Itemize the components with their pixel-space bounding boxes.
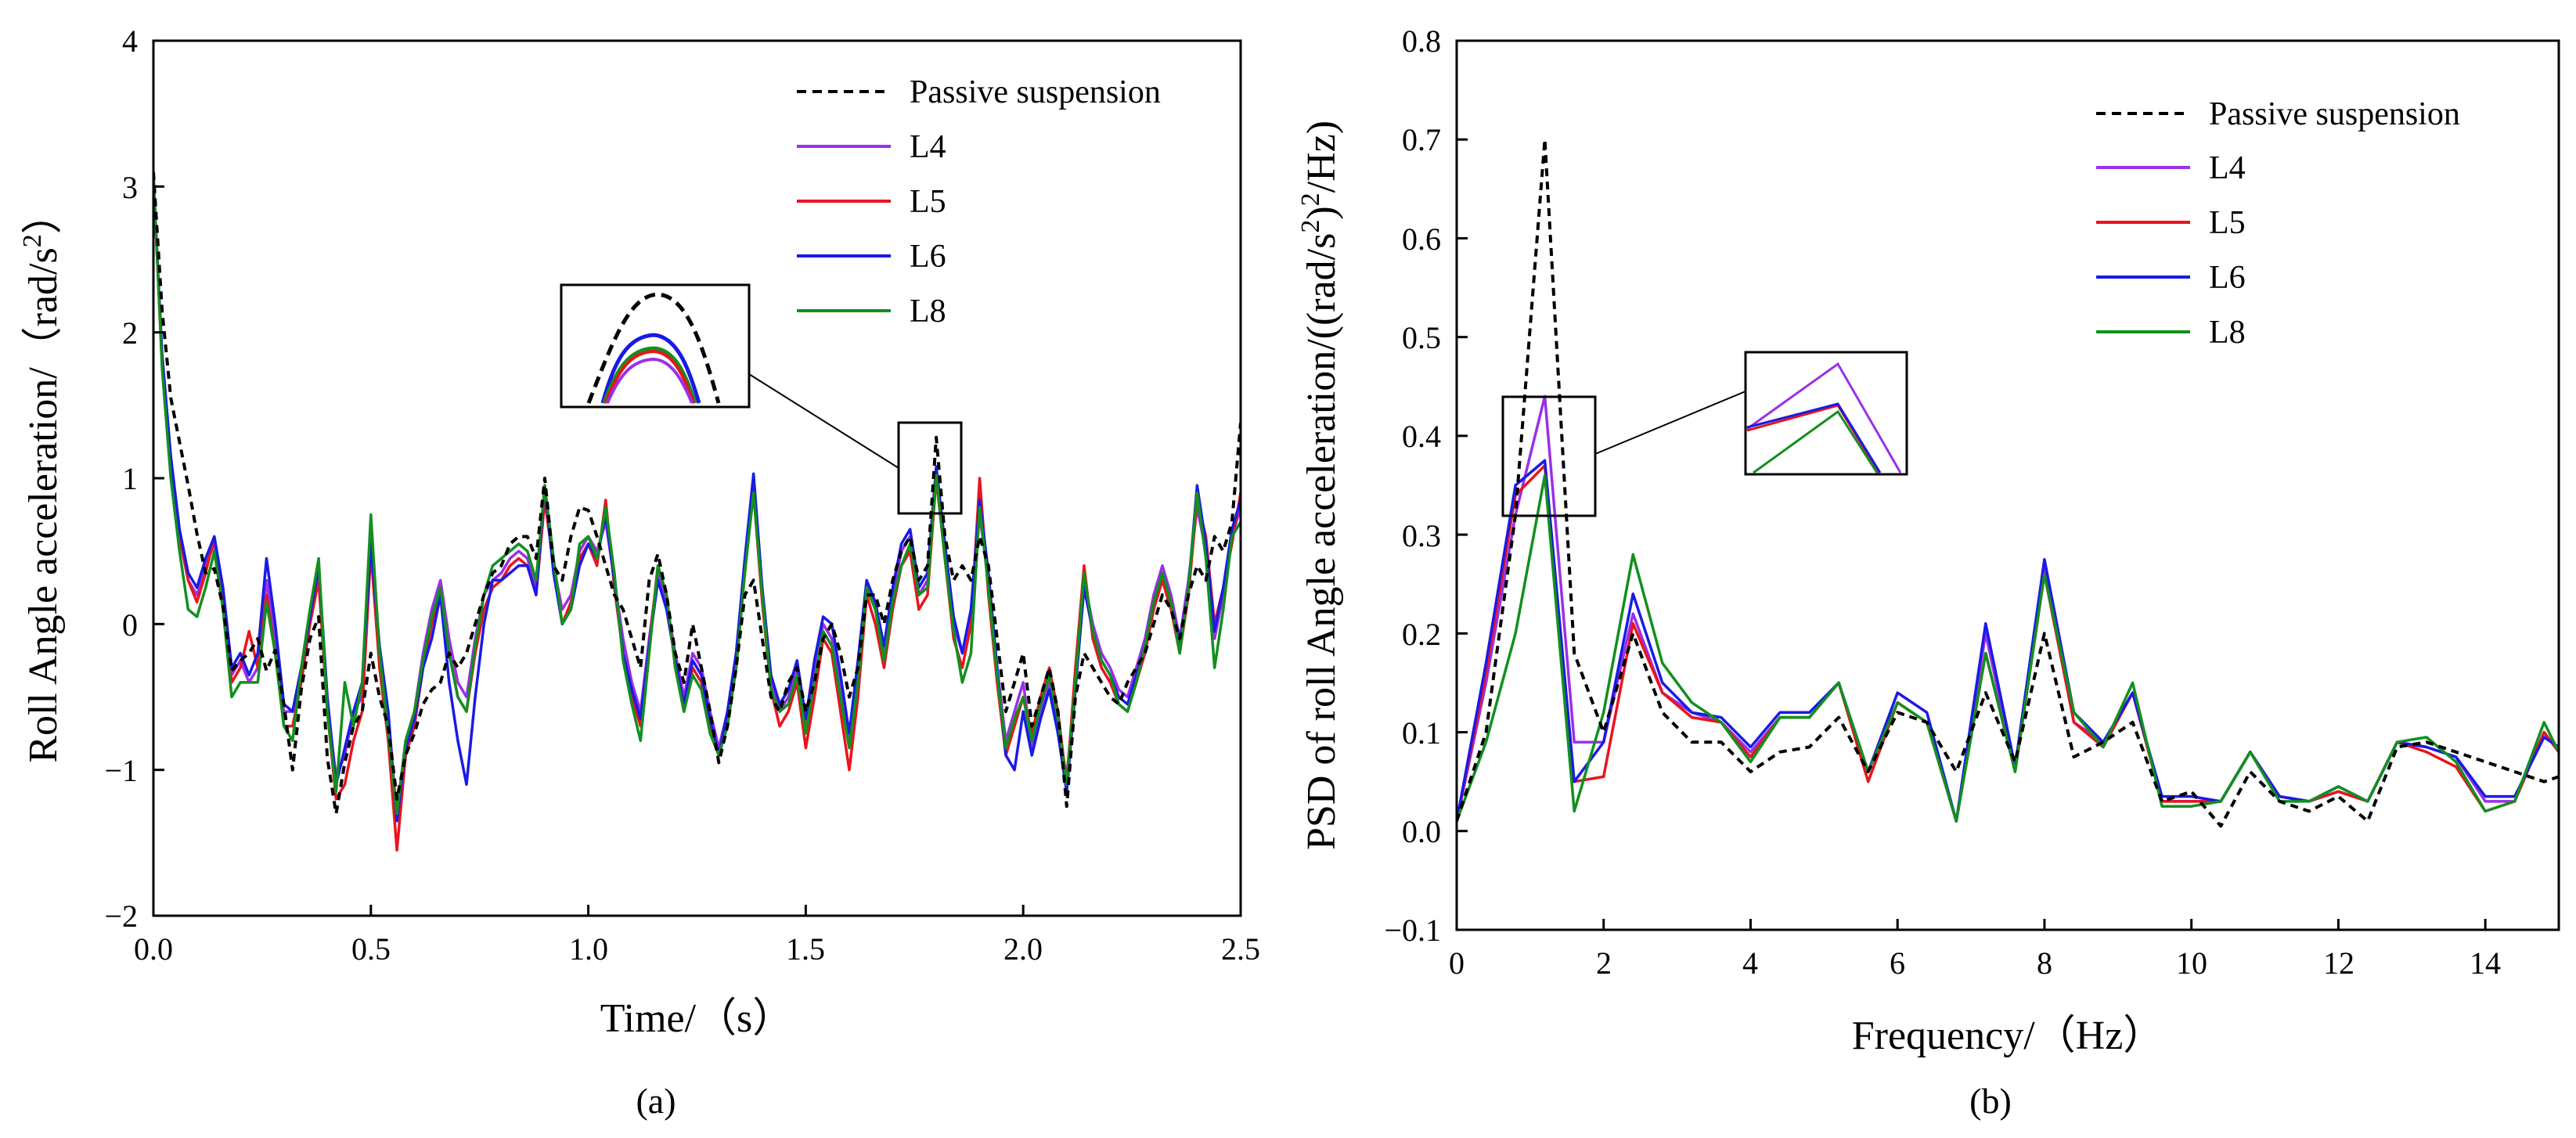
chart-a-legend-label: L5 <box>910 184 946 220</box>
chart-a-series-passive <box>153 171 1241 816</box>
chart-a-ytick-label: −1 <box>104 753 138 788</box>
chart-b-ytick-label: 0.1 <box>1402 715 1441 751</box>
chart-b-series <box>1457 138 2559 828</box>
chart-b-zoom-L8 <box>1753 409 1879 474</box>
chart-b-ytick-label: −0.1 <box>1384 913 1441 948</box>
chart-b-legend-label: L4 <box>2209 150 2246 186</box>
chart-a-series-L4 <box>153 178 1241 816</box>
chart-a-legend: Passive suspension L4 L5 L6 L8 <box>797 74 1161 330</box>
chart-b-ylabel: PSD of roll Angle acceleration/((rad/s2)… <box>1296 121 1344 850</box>
chart-a-series-L8 <box>153 171 1241 816</box>
chart-b-ytick-label: 0.2 <box>1402 617 1441 652</box>
chart-b-xtick-label: 6 <box>1890 945 1905 981</box>
chart-b-frame <box>1455 39 2560 931</box>
chart-b-legend-label: L6 <box>2209 260 2246 296</box>
chart-b-xtick-label: 8 <box>2037 945 2052 981</box>
chart-b-series-L8 <box>1457 474 2559 823</box>
chart-a-ytick-label: 2 <box>122 315 138 351</box>
chart-a-xtick-label: 1.0 <box>569 931 608 967</box>
chart-b-series-L6 <box>1457 459 2559 823</box>
chart-a-legend-label: Passive suspension <box>910 74 1161 110</box>
chart-a-zoom-region <box>897 421 963 515</box>
chart-a-legend-label: L4 <box>910 129 946 165</box>
chart-a-zoom-inset <box>560 283 963 515</box>
chart-b-zoom-L6 <box>1746 402 1882 474</box>
chart-a-ytick-label: 3 <box>122 170 138 205</box>
chart-a-xtick-label: 2.5 <box>1221 931 1260 967</box>
chart-a-ytick-label: 4 <box>122 23 138 59</box>
chart-b-xtick-label: 10 <box>2176 945 2207 981</box>
chart-a-zoom-L4 <box>606 357 694 404</box>
chart-b-zoom-L4 <box>1746 362 1902 474</box>
chart-a-zoom-L6 <box>600 333 701 404</box>
chart-b-xtick-label: 0 <box>1449 945 1465 981</box>
chart-a-series <box>153 171 1241 852</box>
chart-a-xtick-label: 1.5 <box>786 931 825 967</box>
chart-a-series-L6 <box>153 178 1241 823</box>
chart-b-panel-label: (b) <box>1969 1081 2012 1121</box>
chart-b-zoom-region <box>1501 395 1597 517</box>
chart-b-ticks <box>1455 39 2487 931</box>
chart-b-series-passive <box>1457 138 2559 828</box>
chart-a-ytick-label: 1 <box>122 461 138 496</box>
chart-b-legend-label: L5 <box>2209 205 2246 241</box>
chart-a-ytick-label: −2 <box>104 899 138 934</box>
chart-a-zoom-L8 <box>602 346 697 404</box>
chart-b-xtick-label: 2 <box>1596 945 1612 981</box>
chart-b-ytick-label: 0.0 <box>1402 814 1441 849</box>
chart-b: −0.1 0.0 0.1 0.2 0.3 0.4 0.5 0.6 0.7 0.8… <box>1296 23 2560 1121</box>
chart-b-xtick-label: 12 <box>2323 945 2354 981</box>
chart-a-zoom-box <box>560 283 751 409</box>
chart-b-xlabel: Frequency/（Hz） <box>1852 1014 2164 1058</box>
chart-a-panel-label: (a) <box>636 1081 676 1121</box>
chart-b-legend-label: Passive suspension <box>2209 96 2460 132</box>
chart-b-zoom-connector <box>1594 391 1746 455</box>
chart-b-zoom-inset <box>1501 351 1908 517</box>
chart-b-ytick-label: 0.3 <box>1402 518 1441 553</box>
chart-a-ytick-label: 0 <box>122 607 138 643</box>
chart-b-ytick-label: 0.5 <box>1402 320 1441 355</box>
chart-a-legend-label: L8 <box>910 294 946 330</box>
chart-a-ticks <box>152 39 1242 917</box>
chart-a-series-L5 <box>153 178 1241 852</box>
chart-a-zoom-L5 <box>604 349 695 404</box>
chart-a-xtick-label: 2.0 <box>1003 931 1043 967</box>
chart-b-ytick-label: 0.4 <box>1402 419 1441 454</box>
chart-a-zoom-passive <box>586 292 721 404</box>
chart-b-legend-label: L8 <box>2209 315 2246 351</box>
chart-a: −2 −1 0 1 2 3 4 0.0 0.5 1.0 1.5 2.0 2.5 … <box>18 23 1260 1121</box>
chart-b-xtick-label: 14 <box>2470 945 2501 981</box>
chart-b-ytick-label: 0.8 <box>1402 23 1441 59</box>
chart-a-legend-label: L6 <box>910 239 946 275</box>
chart-a-xtick-label: 0.5 <box>351 931 391 967</box>
chart-b-ytick-label: 0.7 <box>1402 122 1441 157</box>
chart-b-xtick-label: 4 <box>1742 945 1758 981</box>
chart-a-ylabel: Roll Angle acceleration/（rad/s2） <box>18 193 66 762</box>
chart-a-frame <box>152 39 1242 917</box>
chart-a-xlabel: Time/（s） <box>600 996 794 1041</box>
chart-a-xtick-label: 0.0 <box>134 931 173 967</box>
chart-b-legend: Passive suspension L4 L5 L6 L8 <box>2096 96 2460 351</box>
chart-a-zoom-connector <box>748 373 899 469</box>
chart-b-ytick-label: 0.6 <box>1402 221 1441 257</box>
